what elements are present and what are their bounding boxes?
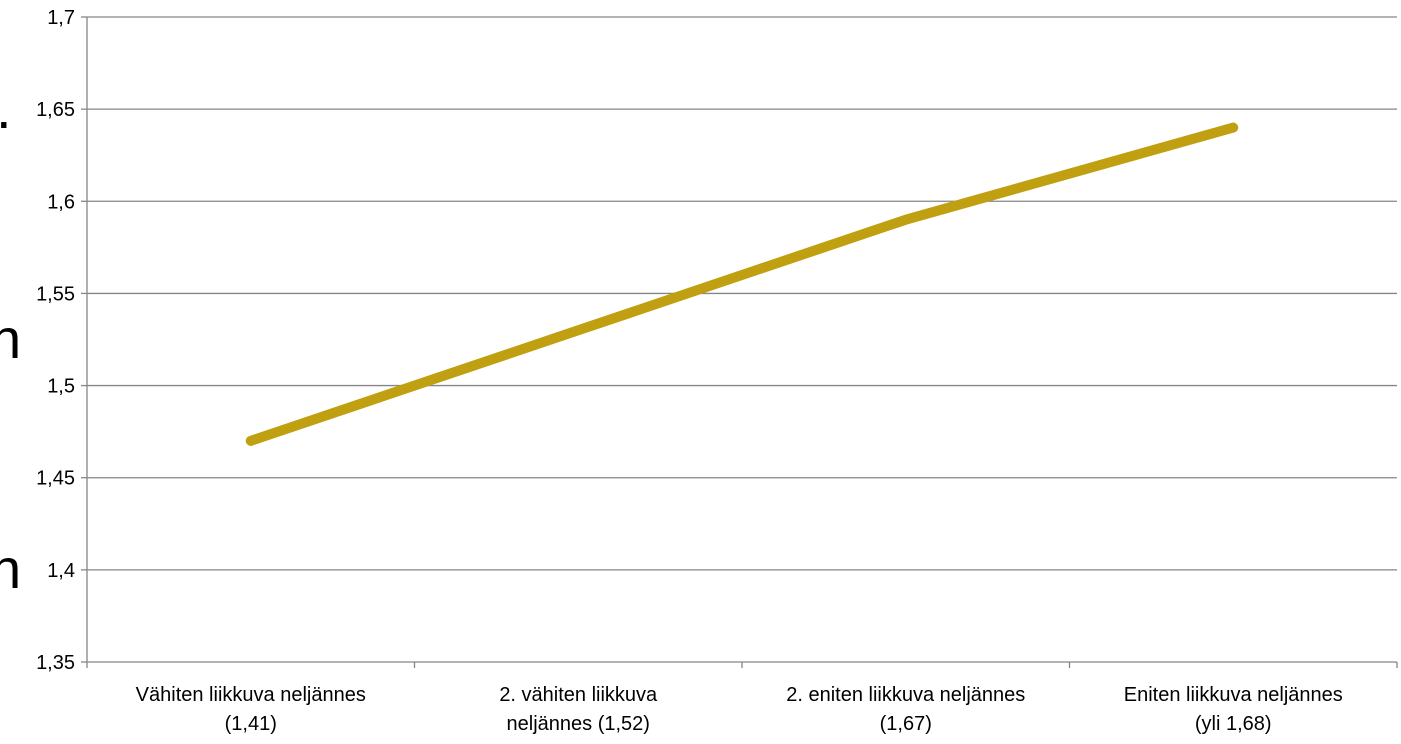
series-line — [245, 122, 1239, 446]
y-tick-label: 1,6 — [47, 191, 75, 213]
y-tick-label: 1,5 — [47, 376, 75, 398]
y-tick-label: 1,35 — [36, 652, 75, 674]
data-point — [577, 329, 579, 331]
y-tick-label: 1,45 — [36, 468, 75, 490]
edge-text-fragment: . — [0, 77, 12, 140]
data-point — [1232, 127, 1234, 129]
data-point — [905, 219, 907, 221]
y-tick-label: 1,4 — [47, 560, 75, 582]
x-axis-category-labels: Vähiten liikkuva neljännes (1,41) 2. vähit… — [136, 684, 1343, 735]
x-category-label: Vähiten liikkuva neljännes (1,41) — [136, 684, 366, 735]
x-category-label: 2. vähiten liikkuva neljännes (1,52) — [499, 684, 658, 735]
axes — [81, 16, 1398, 668]
data-point — [250, 440, 252, 442]
y-tick-label: 1,65 — [36, 99, 75, 121]
edge-text-fragment: n — [0, 307, 21, 370]
y-tick-label: 1,7 — [47, 7, 75, 29]
series-lines — [245, 122, 1239, 446]
gridlines — [87, 16, 1397, 571]
y-axis-tick-labels: 1,35 1,4 1,45 1,5 1,55 1,6 1,65 1,7 — [36, 7, 75, 674]
edge-text-fragment: n — [0, 537, 21, 600]
x-category-label: 2. eniten liikkuva neljännes (1,67) — [786, 684, 1025, 735]
y-tick-label: 1,55 — [36, 283, 75, 305]
x-category-label: Eniten liikkuva neljännes (yli 1,68) — [1124, 684, 1343, 735]
